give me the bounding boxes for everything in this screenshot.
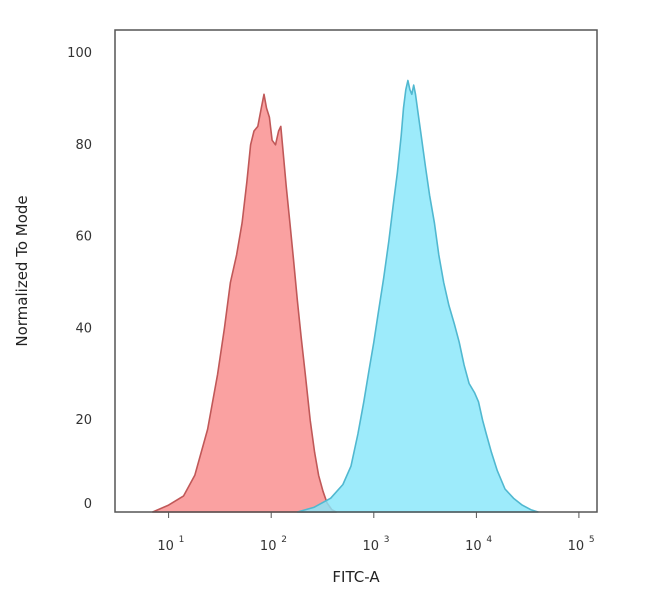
x-tick-exponent: 5 — [589, 535, 595, 545]
y-axis: 0 20 40 60 80 100 — [67, 46, 92, 512]
x-tick-label: 10 — [260, 539, 277, 554]
y-tick-label: 0 — [84, 497, 92, 512]
histogram-series-2 — [296, 79, 539, 513]
x-axis-title: FITC-A — [332, 568, 380, 586]
x-tick-exponent: 4 — [486, 535, 492, 545]
y-tick-label: 20 — [75, 413, 92, 428]
x-tick-label: 10 — [568, 539, 585, 554]
plot-frame — [114, 29, 598, 513]
x-tick-label: 10 — [363, 539, 380, 554]
y-tick-label: 100 — [67, 46, 92, 61]
series-layer — [151, 79, 539, 513]
y-tick-label: 80 — [75, 138, 92, 153]
x-axis: 10 1 10 2 10 3 10 4 10 5 — [157, 512, 595, 554]
x-tick-exponent: 2 — [281, 535, 287, 545]
x-tick-label: 10 — [465, 539, 482, 554]
histogram-series-1 — [151, 93, 337, 513]
y-tick-label: 60 — [75, 230, 92, 245]
x-tick-label: 10 — [157, 539, 174, 554]
y-tick-label: 40 — [75, 321, 92, 336]
x-tick-exponent: 1 — [179, 535, 185, 545]
y-axis-title: Normalized To Mode — [13, 195, 31, 346]
x-tick-exponent: 3 — [384, 535, 390, 545]
